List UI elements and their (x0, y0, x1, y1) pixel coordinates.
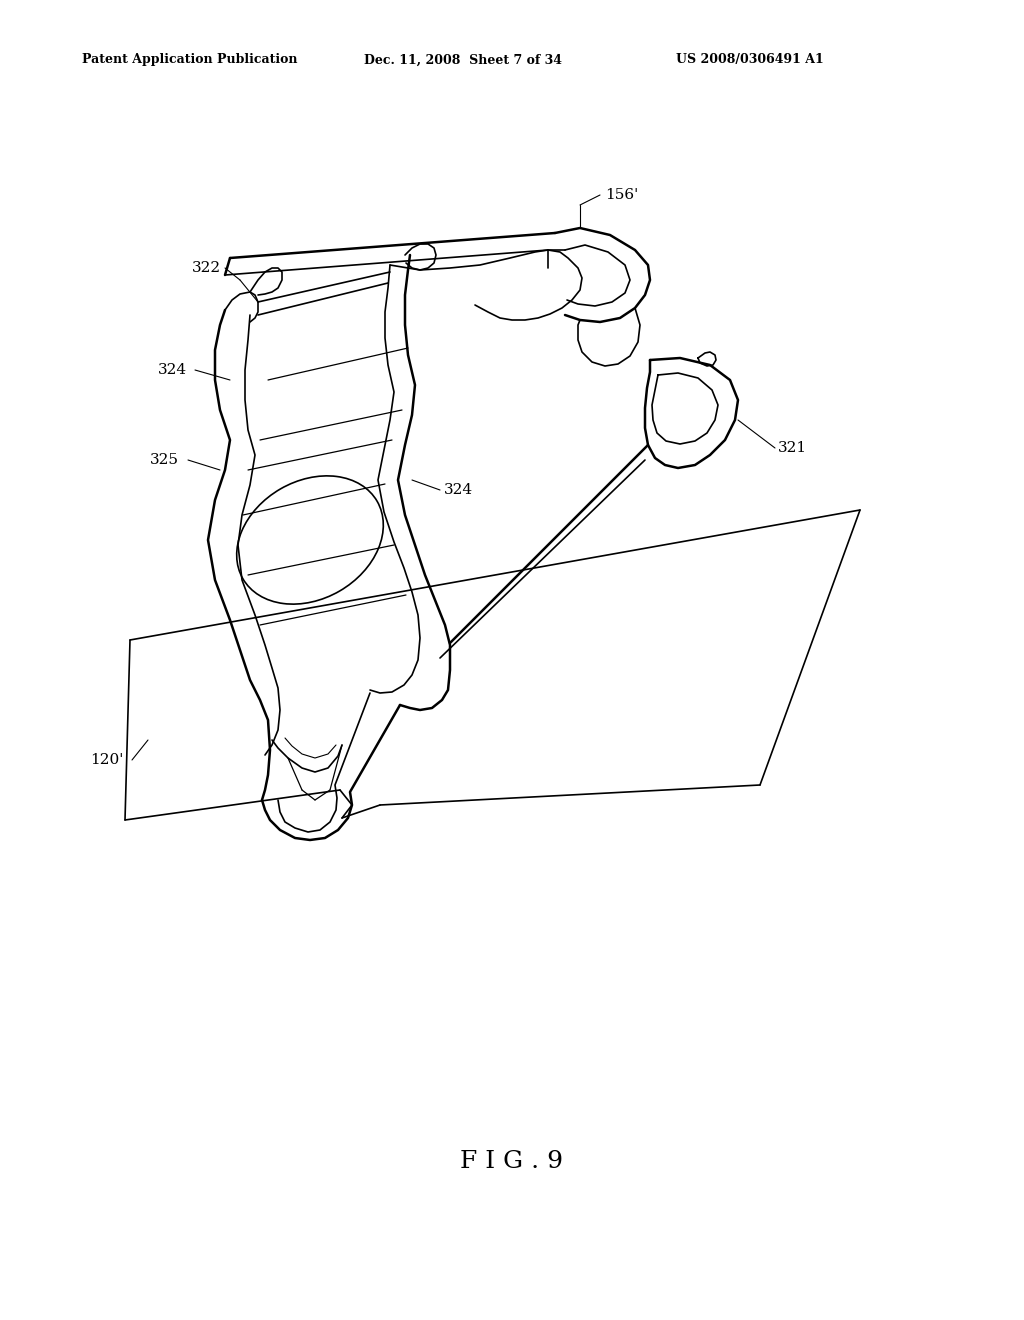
Text: F I G . 9: F I G . 9 (461, 1150, 563, 1173)
Text: Patent Application Publication: Patent Application Publication (82, 53, 297, 66)
Text: 324: 324 (158, 363, 187, 378)
Text: 120': 120' (90, 752, 123, 767)
Text: 156': 156' (605, 187, 638, 202)
Text: 324: 324 (444, 483, 473, 498)
Text: Dec. 11, 2008  Sheet 7 of 34: Dec. 11, 2008 Sheet 7 of 34 (364, 53, 561, 66)
Text: 321: 321 (778, 441, 807, 455)
Text: 322: 322 (193, 261, 221, 275)
Text: 325: 325 (150, 453, 179, 467)
Text: US 2008/0306491 A1: US 2008/0306491 A1 (676, 53, 823, 66)
